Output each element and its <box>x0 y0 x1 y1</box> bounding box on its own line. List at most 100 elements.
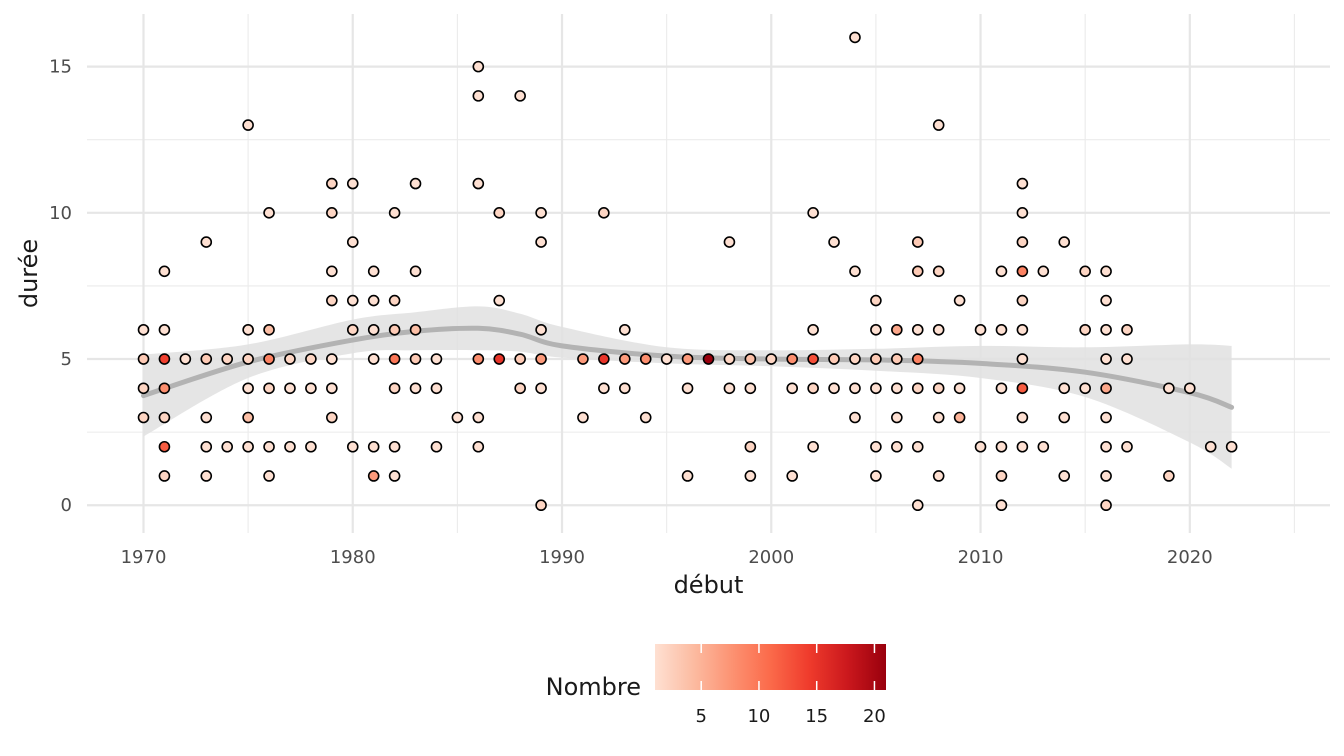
data-point <box>367 470 380 482</box>
data-point <box>1079 382 1091 395</box>
data-point <box>870 323 882 336</box>
data-point <box>1016 294 1029 307</box>
x-axis-ticks: 1970 1980 1990 2000 2010 2020 <box>121 547 1213 568</box>
data-point <box>493 294 506 307</box>
data-point <box>263 207 275 219</box>
data-point <box>388 207 401 219</box>
data-point <box>891 411 903 424</box>
data-point <box>577 353 589 365</box>
legend-title: Nombre <box>546 673 641 701</box>
data-point <box>1016 177 1029 190</box>
data-point <box>932 265 945 278</box>
data-point <box>388 323 401 336</box>
data-point <box>388 470 401 482</box>
data-point <box>932 323 945 336</box>
data-point <box>158 382 171 395</box>
data-point <box>618 353 631 365</box>
data-point <box>1016 353 1029 365</box>
x-tick-label: 2000 <box>748 547 794 568</box>
data-point <box>263 440 275 453</box>
data-point <box>1016 236 1029 248</box>
data-point <box>995 499 1008 512</box>
data-point <box>995 470 1008 482</box>
data-point <box>472 411 485 424</box>
data-point <box>932 119 945 131</box>
x-tick-label: 1990 <box>539 547 585 568</box>
x-tick-label: 2020 <box>1167 547 1213 568</box>
data-point <box>158 411 171 424</box>
data-point <box>430 353 443 365</box>
data-point <box>137 323 150 336</box>
legend-colorbar <box>655 644 886 690</box>
data-point <box>618 382 631 395</box>
data-point <box>577 411 589 424</box>
data-point <box>409 353 422 365</box>
data-point <box>430 382 443 395</box>
data-point <box>744 382 757 395</box>
data-point <box>305 353 317 365</box>
legend-ticks: 5 10 15 20 <box>695 644 886 727</box>
data-point <box>200 353 213 365</box>
data-point <box>242 353 254 365</box>
data-point <box>786 382 799 395</box>
data-point <box>849 411 861 424</box>
data-point <box>242 323 254 336</box>
data-point <box>744 353 757 365</box>
data-point <box>1100 353 1112 365</box>
data-point <box>828 382 840 395</box>
data-point <box>472 177 485 190</box>
data-point <box>1121 323 1133 336</box>
data-point <box>493 207 506 219</box>
data-point <box>1058 470 1071 482</box>
data-point <box>346 236 359 248</box>
data-point <box>1016 382 1029 395</box>
data-point <box>535 323 547 336</box>
data-point <box>137 353 150 365</box>
data-point <box>1100 411 1112 424</box>
data-point <box>430 440 443 453</box>
data-point <box>326 207 338 219</box>
x-tick-label: 1980 <box>330 547 376 568</box>
data-point <box>367 440 380 453</box>
data-point <box>932 470 945 482</box>
data-point <box>535 353 547 365</box>
data-point <box>346 440 359 453</box>
data-point <box>786 470 799 482</box>
data-point <box>1016 265 1029 278</box>
data-point <box>1100 382 1112 395</box>
data-point <box>263 382 275 395</box>
data-point <box>179 353 192 365</box>
data-point <box>723 353 736 365</box>
data-point <box>158 323 171 336</box>
data-point <box>911 382 924 395</box>
data-point <box>618 323 631 336</box>
x-axis-title: début <box>674 571 744 599</box>
data-point <box>1100 499 1112 512</box>
data-point <box>535 382 547 395</box>
data-point <box>305 440 317 453</box>
data-point <box>305 382 317 395</box>
data-point <box>1058 236 1071 248</box>
data-point <box>995 382 1008 395</box>
data-point <box>409 382 422 395</box>
data-point <box>1037 265 1050 278</box>
legend-tick-label: 15 <box>805 706 828 727</box>
data-point <box>1100 323 1112 336</box>
data-point <box>137 382 150 395</box>
data-point <box>828 353 840 365</box>
data-point <box>849 265 861 278</box>
data-point <box>639 353 652 365</box>
data-point <box>200 440 213 453</box>
data-points <box>137 31 1238 512</box>
data-point <box>995 323 1008 336</box>
data-point <box>911 323 924 336</box>
y-axis-title: durée <box>15 239 43 308</box>
data-point <box>1100 294 1112 307</box>
data-point <box>744 440 757 453</box>
data-point <box>828 236 840 248</box>
data-point <box>346 177 359 190</box>
data-point <box>284 382 296 395</box>
data-point <box>1058 382 1071 395</box>
data-point <box>891 323 903 336</box>
